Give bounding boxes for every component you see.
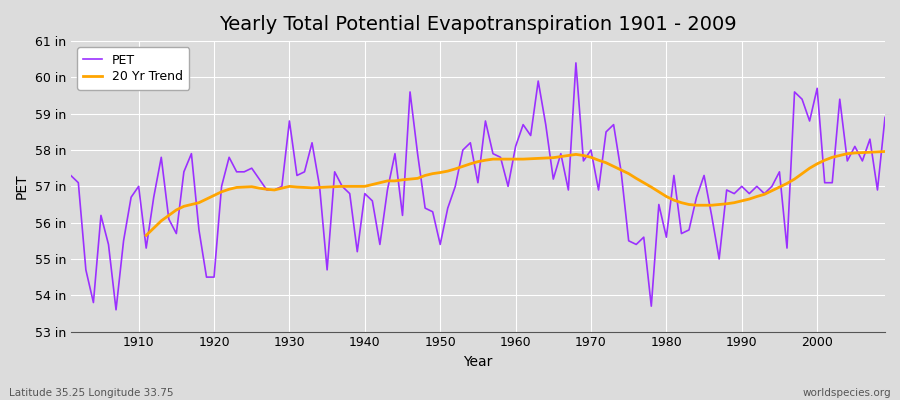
Legend: PET, 20 Yr Trend: PET, 20 Yr Trend [77,47,189,90]
PET [299,170,310,174]
PET [879,115,890,120]
PET [111,307,122,312]
PET [345,191,356,196]
20 Yr Trend [510,157,521,162]
Text: Latitude 35.25 Longitude 33.75: Latitude 35.25 Longitude 33.75 [9,388,174,398]
PET [518,122,528,127]
PET [133,184,144,189]
20 Yr Trend [367,182,378,187]
Line: PET: PET [71,63,885,310]
Text: worldspecies.org: worldspecies.org [803,388,891,398]
PET [66,173,77,178]
Y-axis label: PET: PET [15,174,29,199]
20 Yr Trend [533,156,544,161]
20 Yr Trend [721,201,732,206]
Line: 20 Yr Trend: 20 Yr Trend [146,152,885,235]
20 Yr Trend [337,184,347,189]
X-axis label: Year: Year [464,355,492,369]
20 Yr Trend [314,185,325,190]
PET [571,60,581,65]
PET [616,170,626,174]
Title: Yearly Total Potential Evapotranspiration 1901 - 2009: Yearly Total Potential Evapotranspiratio… [219,15,737,34]
20 Yr Trend [140,233,151,238]
20 Yr Trend [879,149,890,154]
PET [510,144,521,149]
